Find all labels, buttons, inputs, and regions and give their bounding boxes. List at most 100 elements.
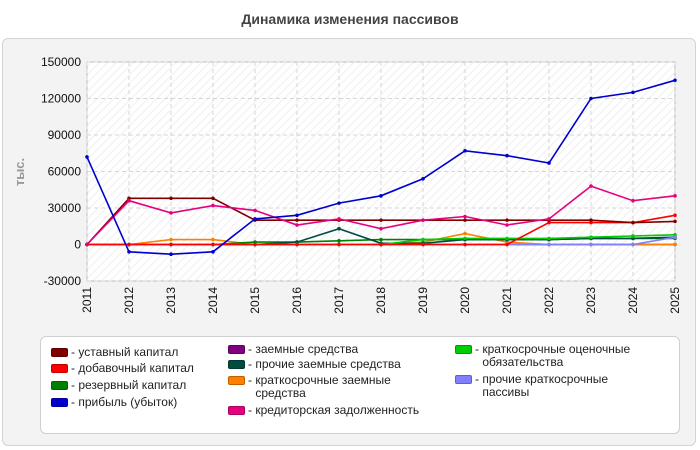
legend-dash: -	[71, 345, 79, 359]
data-point	[253, 242, 257, 247]
legend-item: - заемные средства	[228, 343, 443, 356]
x-tick-label: 2014	[206, 287, 220, 314]
data-point	[85, 155, 89, 159]
legend-item: - кредиторская задолженность	[228, 404, 443, 417]
data-point	[505, 242, 509, 247]
y-tick-label: -30000	[44, 274, 82, 288]
data-point	[337, 242, 341, 247]
legend-swatch	[228, 376, 245, 385]
legend-item: - добавочный капитал	[51, 362, 221, 375]
legend-swatch	[51, 364, 68, 373]
data-point	[673, 213, 677, 218]
y-tick-label: 0	[74, 238, 81, 252]
data-point	[421, 218, 425, 222]
legend-dash: -	[248, 403, 256, 417]
x-tick-label: 2017	[332, 287, 346, 314]
legend-label: краткосрочные оценочные обязательства	[482, 342, 631, 369]
data-point	[211, 242, 215, 247]
y-tick-label: 60000	[48, 165, 82, 179]
data-point	[631, 90, 635, 95]
data-point	[463, 242, 467, 247]
data-point	[631, 242, 635, 247]
data-point	[337, 201, 341, 205]
legend-dash: -	[71, 378, 79, 392]
data-point	[673, 235, 677, 239]
data-point	[337, 239, 341, 243]
data-point	[379, 226, 383, 231]
data-point	[379, 242, 383, 247]
legend-item: - резервный капитал	[51, 379, 221, 392]
legend-swatch	[455, 375, 472, 384]
data-point	[589, 96, 593, 101]
legend-dash: -	[248, 357, 256, 371]
data-point	[673, 78, 677, 83]
data-point	[463, 218, 467, 222]
legend-item: - прочие краткосрочные пассивы	[455, 373, 645, 399]
data-point	[589, 218, 593, 222]
data-point	[505, 153, 509, 158]
legend-label: кредиторская задолженность	[255, 403, 420, 417]
legend-label: прочие краткосрочные пассивы	[482, 372, 609, 399]
data-point	[379, 218, 383, 222]
data-point	[379, 237, 383, 242]
x-tick-label: 2025	[668, 287, 682, 314]
y-tick-label: 30000	[48, 201, 82, 215]
data-point	[673, 219, 677, 224]
legend-swatch	[51, 348, 68, 357]
legend-dash: -	[248, 373, 256, 387]
legend-swatch	[455, 345, 472, 354]
data-point	[295, 218, 299, 222]
chart-title: Динамика изменения пассивов	[241, 11, 459, 27]
data-point	[211, 237, 215, 242]
data-point	[505, 218, 509, 222]
data-point	[463, 149, 467, 153]
data-point	[127, 242, 131, 247]
data-point	[295, 223, 299, 227]
data-point	[169, 242, 173, 247]
data-point	[169, 196, 173, 201]
legend-label: краткосрочные заемные средства	[255, 373, 391, 400]
legend-item: - уставный капитал	[51, 346, 221, 359]
y-axis-label: тыс.	[12, 158, 27, 186]
x-tick-label: 2020	[458, 287, 472, 314]
data-point	[463, 231, 467, 236]
legend-label: уставный капитал	[78, 345, 179, 359]
y-tick-label: 150000	[41, 55, 81, 69]
legend-dash: -	[248, 342, 256, 356]
legend-dash: -	[71, 361, 79, 375]
data-point	[547, 242, 551, 247]
x-tick-label: 2023	[584, 287, 598, 314]
data-point	[421, 177, 425, 181]
legend-label: заемные средства	[255, 342, 359, 356]
x-tick-label: 2019	[416, 287, 430, 314]
data-point	[169, 237, 173, 242]
data-point	[169, 252, 173, 257]
data-point	[589, 184, 593, 188]
data-point	[379, 194, 383, 198]
legend-label: прибыль (убыток)	[78, 395, 178, 409]
x-tick-label: 2018	[374, 287, 388, 314]
legend-swatch	[228, 360, 245, 369]
data-point	[631, 198, 635, 203]
data-point	[589, 242, 593, 247]
legend-label: прочие заемные средства	[255, 357, 401, 371]
data-point	[211, 196, 215, 201]
data-point	[631, 234, 635, 238]
data-point	[253, 208, 257, 213]
data-point	[127, 250, 131, 254]
data-point	[505, 223, 509, 227]
x-tick-label: 2011	[80, 287, 94, 313]
x-tick-label: 2022	[542, 287, 556, 314]
x-tick-label: 2016	[290, 287, 304, 314]
x-tick-label: 2013	[164, 287, 178, 314]
legend-swatch	[228, 406, 245, 415]
y-tick-label: 120000	[41, 92, 81, 106]
x-tick-label: 2024	[626, 287, 640, 314]
x-tick-label: 2021	[500, 287, 514, 314]
legend-dash: -	[475, 342, 483, 356]
data-point	[337, 217, 341, 221]
data-point	[589, 235, 593, 239]
data-point	[253, 217, 257, 221]
legend-label: резервный капитал	[78, 378, 187, 392]
